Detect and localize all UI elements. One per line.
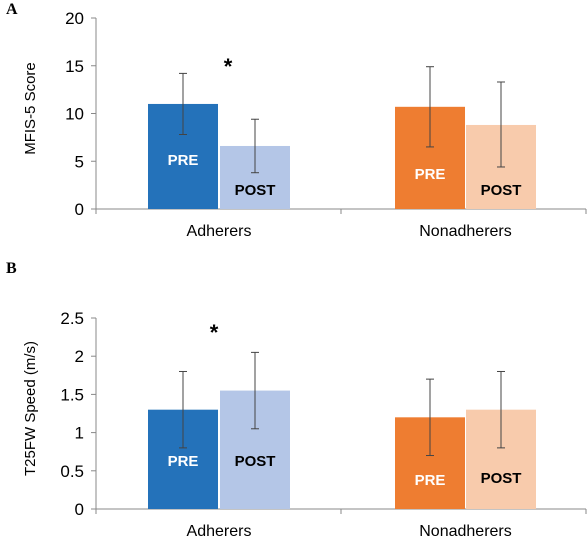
bar-label-pre: PRE	[415, 472, 446, 489]
y-tick-label: 5	[75, 152, 84, 171]
chart-panel-a: A 0 5 10 15 20 MFIS-5 Score PRE POST Adherers PRE P…	[6, 1, 587, 240]
x-category-label: Adherers	[187, 523, 252, 537]
panel-letter: A	[6, 1, 18, 18]
panel-letter: B	[6, 260, 17, 277]
y-tick-label: 10	[65, 105, 84, 124]
bar-label-pre: PRE	[168, 453, 199, 470]
bar-label-post: POST	[481, 182, 522, 199]
significance-star: *	[210, 320, 219, 345]
y-tick-label: 1.5	[60, 385, 84, 404]
y-axis-title: MFIS-5 Score	[22, 62, 39, 155]
x-category-label: Adherers	[187, 223, 252, 240]
y-tick-label: 0	[75, 500, 84, 519]
x-category-label: Nonadherers	[419, 223, 512, 240]
y-tick-label: 15	[65, 57, 84, 76]
bar-label-post: POST	[235, 182, 276, 199]
y-tick-label: 0.5	[60, 462, 84, 481]
bar-label-post: POST	[481, 470, 522, 487]
y-tick-label: 1	[75, 424, 84, 443]
y-tick-label: 20	[65, 9, 84, 28]
chart-panel-b: B 0 0.5 1 1.5 2 2.5 T25FW Speed (m/s) PRE POST Adh…	[6, 260, 587, 537]
significance-star: *	[224, 54, 233, 79]
y-tick-label: 2	[75, 347, 84, 366]
bar-label-pre: PRE	[168, 152, 199, 169]
x-category-label: Nonadherers	[419, 523, 512, 537]
y-tick-label: 0	[75, 200, 84, 219]
y-tick-label: 2.5	[60, 309, 84, 328]
bar-label-post: POST	[235, 453, 276, 470]
y-axis-title: T25FW Speed (m/s)	[22, 341, 39, 476]
bar-label-pre: PRE	[415, 166, 446, 183]
